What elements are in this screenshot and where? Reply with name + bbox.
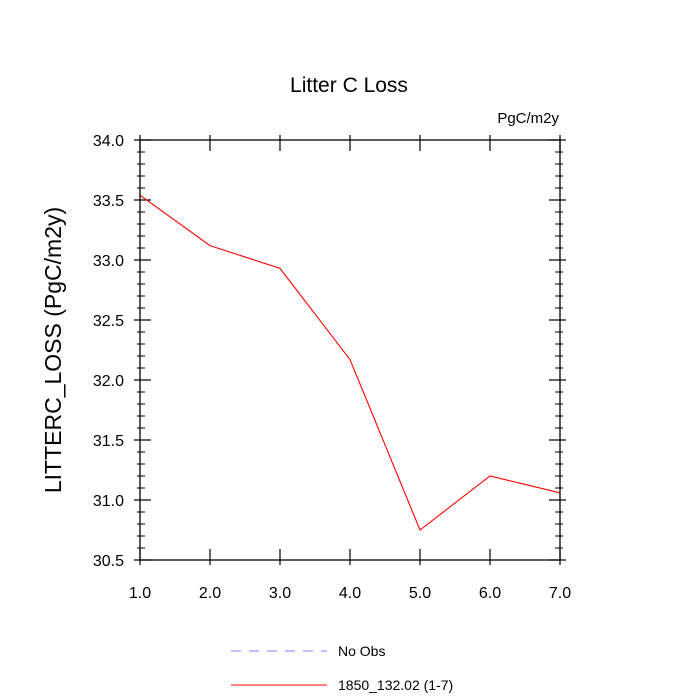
- series-line: [139, 194, 561, 531]
- legend-label: 1850_132.02 (1-7): [338, 677, 453, 693]
- x-tick-label: 2.0: [199, 585, 221, 602]
- x-tick-label: 5.0: [409, 585, 431, 602]
- y-tick-label: 31.0: [93, 493, 124, 510]
- legend: No Obs 1850_132.02 (1-7): [231, 643, 453, 693]
- y-tick-label: 32.0: [93, 373, 124, 390]
- plot-frame: [139, 139, 561, 561]
- chart-title: Litter C Loss: [290, 74, 408, 97]
- axis-ticks: [134, 135, 566, 565]
- x-tick-label: 3.0: [269, 585, 291, 602]
- tick-labels: 1.0 2.0 3.0 4.0 5.0 6.0 7.0 30.5 31.0 31.5 32.0 32.…: [93, 133, 571, 602]
- y-tick-label: 33.0: [93, 253, 124, 270]
- units-label: PgC/m2y: [497, 110, 559, 127]
- x-tick-label: 4.0: [339, 585, 361, 602]
- x-tick-label: 7.0: [549, 585, 571, 602]
- y-tick-label: 32.5: [93, 313, 124, 330]
- y-tick-label: 33.5: [93, 193, 124, 210]
- x-tick-label: 6.0: [479, 585, 501, 602]
- legend-label: No Obs: [338, 643, 385, 659]
- y-tick-label: 31.5: [93, 433, 124, 450]
- y-tick-label: 30.5: [93, 553, 124, 570]
- y-axis-label: LITTERC_LOSS (PgC/m2y): [40, 207, 66, 493]
- x-tick-label: 1.0: [129, 585, 151, 602]
- series-layer: [139, 194, 561, 531]
- y-tick-label: 34.0: [93, 133, 124, 150]
